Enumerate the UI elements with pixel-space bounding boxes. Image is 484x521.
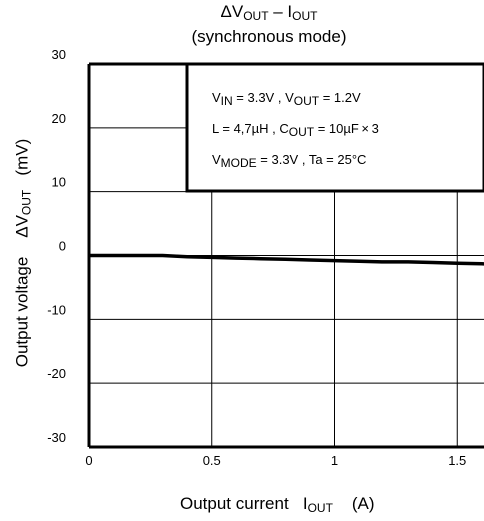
title-dash-i: – I (268, 2, 293, 21)
y-tick-label-1: 20 (52, 111, 66, 126)
y-tick-label-0: 30 (52, 47, 66, 62)
y-axis-symbol-subscript: OUT (19, 189, 34, 216)
x-axis-symbol: I (302, 494, 308, 513)
title-iout-subscript: OUT (292, 9, 318, 23)
y-axis-unit: (mV) (12, 138, 32, 176)
x-axis-label-text: Output current (180, 494, 289, 513)
y-axis-label: Output voltage ΔVOUT (mV) (13, 139, 34, 368)
y-axis-label-text: Output voltage (12, 256, 32, 368)
y-tick-label-5: -20 (47, 366, 66, 381)
chart-subtitle: (synchronous mode) (191, 27, 347, 46)
x-tick-labels: 00.511.52 (85, 453, 466, 468)
series-layer (89, 253, 484, 266)
x-tick-label-1: 0.5 (203, 453, 221, 468)
x-tick-label-0: 0 (85, 453, 92, 468)
x-tick-label-2: 1 (331, 453, 338, 468)
annotation-vin-vout: VIN = 3.3V , VOUT = 1.2V (212, 90, 361, 108)
title-delta-v: ΔV (220, 2, 244, 21)
y-tick-label-2: 10 (52, 175, 66, 190)
x-axis-unit: (A) (351, 494, 375, 513)
conditions-box (185, 62, 484, 193)
y-tick-label-4: -10 (47, 302, 66, 317)
annotation-vmode-ta: VMODE = 3.3V , Ta = 25°C (212, 152, 367, 170)
y-axis-symbol: ΔV (12, 215, 32, 238)
x-tick-label-3: 1.5 (448, 453, 466, 468)
y-tick-labels: 30 20 10 0 -10 -20 -30 (47, 47, 66, 445)
y-tick-label-6: -30 (47, 430, 66, 445)
title-vout-subscript: OUT (243, 9, 269, 23)
x-axis-label: Output current IOUT (A) (180, 494, 375, 515)
x-axis-symbol-subscript: OUT (307, 501, 333, 515)
series-line-0 (89, 253, 484, 266)
chart-title: ΔVOUT – IOUT (0, 2, 484, 23)
annotation-l-cout: L = 4,7µH , COUT = 10µF × 3 (212, 121, 379, 139)
y-tick-label-3: 0 (59, 239, 66, 254)
